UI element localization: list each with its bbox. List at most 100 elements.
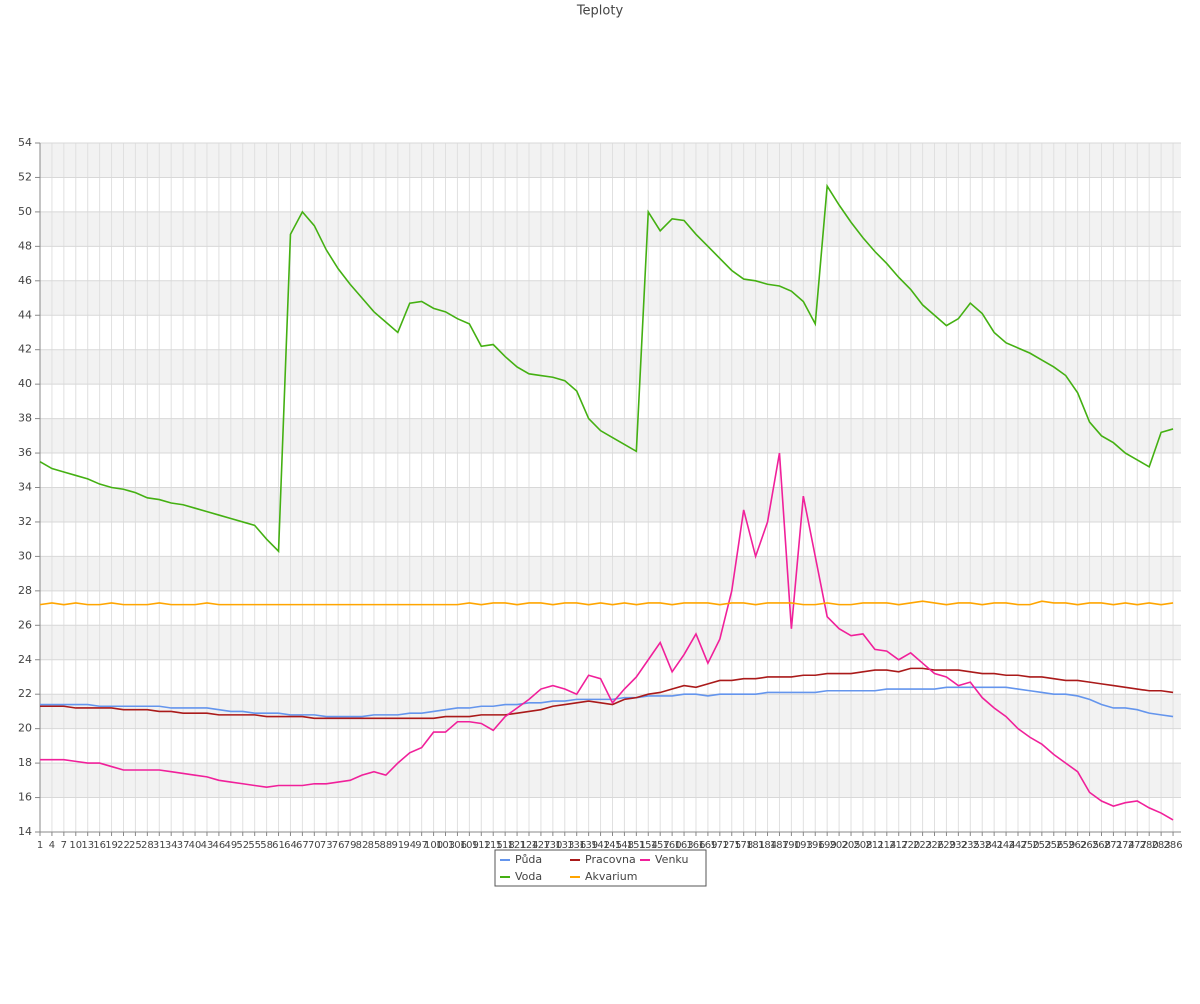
y-tick-label: 52 xyxy=(18,170,32,183)
x-tick-label: 109 xyxy=(460,840,479,851)
x-tick-label: 40 xyxy=(189,840,202,851)
x-tick-label: 145 xyxy=(603,840,622,851)
x-tick-label: 91 xyxy=(391,840,404,851)
x-tick-label: 178 xyxy=(734,840,753,851)
grid-band xyxy=(40,349,1181,385)
y-tick-label: 46 xyxy=(18,274,32,287)
y-tick-label: 22 xyxy=(18,687,32,700)
legend-box xyxy=(494,849,707,887)
x-tick-label: 76 xyxy=(332,840,345,851)
legend-label: Půda xyxy=(515,853,542,866)
y-tick-label: 48 xyxy=(18,239,32,252)
y-tick-label: 42 xyxy=(18,343,32,356)
y-tick-label: 40 xyxy=(18,377,32,390)
x-tick-label: 100 xyxy=(424,840,443,851)
x-tick-label: 187 xyxy=(770,840,789,851)
x-tick-label: 199 xyxy=(818,840,837,851)
x-tick-label: 103 xyxy=(436,840,455,851)
x-tick-label: 274 xyxy=(1116,840,1135,851)
x-tick-label: 205 xyxy=(841,840,860,851)
x-tick-label: 64 xyxy=(284,840,297,851)
y-tick-label: 32 xyxy=(18,515,32,528)
x-tick-label: 238 xyxy=(973,840,992,851)
x-tick-label: 10 xyxy=(69,840,82,851)
x-tick-label: 259 xyxy=(1056,840,1075,851)
y-tick-label: 24 xyxy=(18,653,32,666)
x-tick-label: 220 xyxy=(901,840,920,851)
x-tick-label: 193 xyxy=(794,840,813,851)
x-tick-label: 286 xyxy=(1164,840,1183,851)
x-tick-label: 154 xyxy=(639,840,658,851)
x-tick-label: 139 xyxy=(579,840,598,851)
y-tick-label: 16 xyxy=(18,791,32,804)
x-tick-label: 184 xyxy=(758,840,777,851)
x-tick-label: 268 xyxy=(1092,840,1111,851)
x-tick-label: 37 xyxy=(177,840,190,851)
x-tick-label: 58 xyxy=(260,840,273,851)
x-tick-label: 82 xyxy=(356,840,369,851)
x-tick-label: 277 xyxy=(1128,840,1147,851)
x-tick-label: 166 xyxy=(686,840,705,851)
x-tick-label: 97 xyxy=(415,840,428,851)
x-tick-label: 46 xyxy=(213,840,226,851)
grid-band xyxy=(40,487,1181,522)
x-tick-label: 169 xyxy=(698,840,717,851)
x-tick-label: 16 xyxy=(93,840,106,851)
grid-band xyxy=(40,143,1181,178)
x-tick-label: 121 xyxy=(508,840,527,851)
legend-label: Voda xyxy=(515,870,542,883)
x-tick-label: 88 xyxy=(380,840,393,851)
x-tick-label: 94 xyxy=(403,840,416,851)
chart-title: Teploty xyxy=(576,4,624,19)
x-tick-label: 55 xyxy=(248,840,261,851)
grid-band xyxy=(40,625,1181,660)
grid-band xyxy=(40,763,1181,798)
legend-label: Venku xyxy=(655,853,688,866)
x-tick-label: 67 xyxy=(296,840,309,851)
x-tick-label: 151 xyxy=(627,840,646,851)
x-tick-label: 202 xyxy=(830,840,849,851)
y-tick-label: 18 xyxy=(18,756,32,769)
y-tick-label: 28 xyxy=(18,584,32,597)
y-tick-label: 50 xyxy=(18,205,32,218)
x-tick-label: 112 xyxy=(472,840,491,851)
x-tick-label: 265 xyxy=(1080,840,1099,851)
grid-band xyxy=(40,280,1181,316)
y-tick-label: 20 xyxy=(18,722,32,735)
x-tick-label: 136 xyxy=(567,840,586,851)
x-tick-label: 31 xyxy=(153,840,166,851)
y-tick-label: 26 xyxy=(18,618,32,631)
x-tick-label: 244 xyxy=(997,840,1016,851)
x-tick-label: 214 xyxy=(877,840,896,851)
x-tick-label: 157 xyxy=(651,840,670,851)
x-tick-label: 283 xyxy=(1152,840,1171,851)
x-tick-label: 148 xyxy=(615,840,634,851)
x-tick-label: 241 xyxy=(985,840,1004,851)
x-tick-label: 250 xyxy=(1020,840,1039,851)
x-tick-label: 124 xyxy=(519,840,538,851)
y-tick-label: 54 xyxy=(18,136,32,149)
x-tick-label: 196 xyxy=(806,840,825,851)
x-tick-label: 13 xyxy=(81,840,94,851)
y-tick-label: 14 xyxy=(18,825,32,838)
x-tick-label: 226 xyxy=(925,840,944,851)
y-tick-label: 30 xyxy=(18,549,32,562)
x-tick-label: 247 xyxy=(1008,840,1027,851)
y-tick-label: 38 xyxy=(18,412,32,425)
series-line xyxy=(39,183,1174,554)
legend: Půda Pracovna Venku Voda Akvarium xyxy=(494,849,707,887)
legend-label: Pracovna xyxy=(585,853,636,866)
x-tick-label: 262 xyxy=(1068,840,1087,851)
x-tick-label: 163 xyxy=(675,840,694,851)
x-tick-label: 256 xyxy=(1044,840,1063,851)
x-tick-label: 106 xyxy=(448,840,467,851)
x-tick-label: 142 xyxy=(591,840,610,851)
y-tick-label: 36 xyxy=(18,446,32,459)
series-line xyxy=(39,600,1174,606)
x-tick-label: 280 xyxy=(1140,840,1159,851)
x-tick-label: 79 xyxy=(344,840,357,851)
x-tick-label: 160 xyxy=(663,840,682,851)
x-tick-label: 127 xyxy=(531,840,550,851)
x-tick-label: 232 xyxy=(949,840,968,851)
